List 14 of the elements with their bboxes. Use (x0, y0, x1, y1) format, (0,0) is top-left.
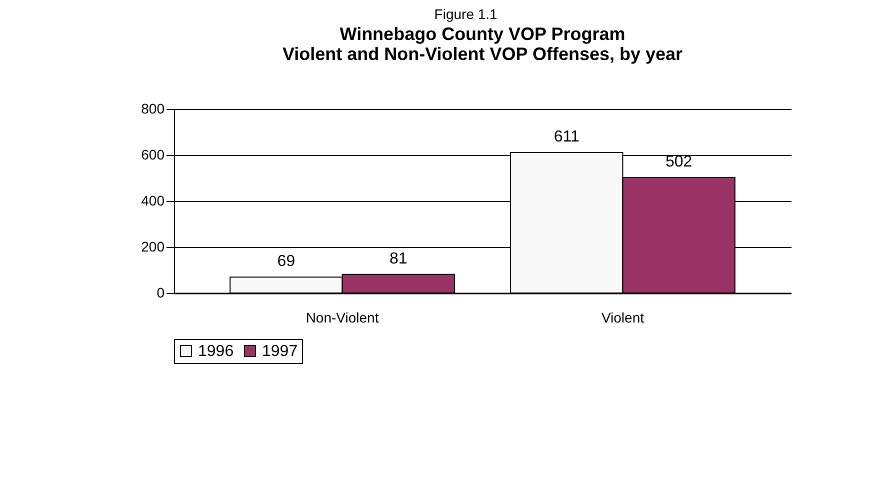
x-tick-label: Violent (601, 310, 644, 326)
legend-label: 1996 (198, 343, 234, 360)
y-tick-label: 0 (156, 284, 165, 300)
y-tick-label: 600 (141, 146, 165, 162)
y-tick-label: 200 (141, 238, 165, 254)
y-tick-label: 800 (141, 100, 165, 116)
data-label: 81 (389, 250, 408, 268)
chart-title: Winnebago County VOP Program Violent and Non-Violent VOP Offenses, by year (282, 24, 683, 64)
legend-label: 1997 (262, 343, 298, 360)
x-tick-label: Non-Violent (306, 310, 379, 326)
chart-subtitle: Figure 1.1 (434, 6, 498, 22)
data-label: 69 (277, 253, 296, 270)
y-tick-label: 400 (141, 192, 165, 208)
data-label: 611 (554, 128, 580, 146)
